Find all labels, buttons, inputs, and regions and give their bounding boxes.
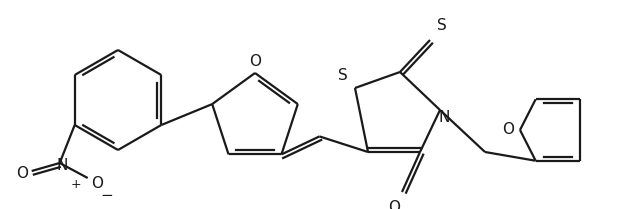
Text: N: N bbox=[56, 158, 67, 172]
Text: −: − bbox=[100, 189, 113, 204]
Text: N: N bbox=[438, 111, 450, 125]
Text: +: + bbox=[70, 178, 81, 191]
Text: O: O bbox=[91, 176, 102, 190]
Text: O: O bbox=[249, 54, 261, 69]
Text: O: O bbox=[388, 200, 400, 209]
Text: S: S bbox=[338, 69, 348, 84]
Text: S: S bbox=[437, 19, 447, 33]
Text: O: O bbox=[502, 122, 514, 138]
Text: O: O bbox=[16, 167, 28, 181]
